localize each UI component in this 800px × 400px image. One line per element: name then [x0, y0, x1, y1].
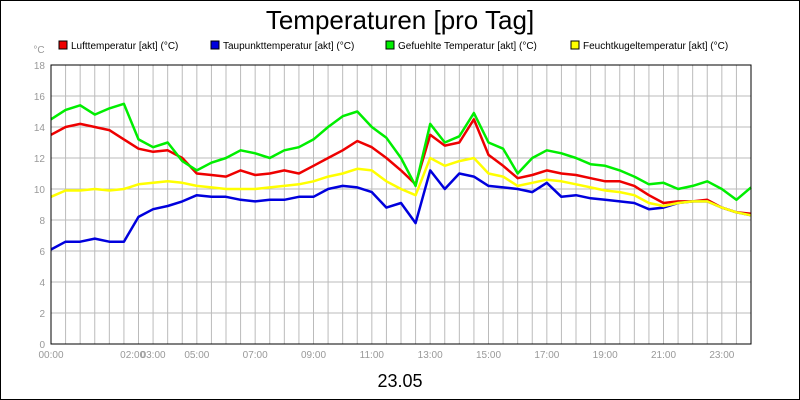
series-line-3 [50, 156, 752, 217]
x-tick-label: 00:00 [38, 350, 63, 361]
y-tick-label: 18 [34, 61, 46, 72]
x-tick-label: 05:00 [184, 350, 209, 361]
x-axis-label: 23.05 [377, 371, 422, 391]
legend-swatch [58, 40, 68, 50]
x-tick-label: 23:00 [709, 350, 734, 361]
x-tick-label: 11:00 [360, 350, 385, 361]
legend-swatch [385, 40, 395, 50]
legend-label: Lufttemperatur [akt] (°C) [71, 41, 178, 52]
chart-title: Temperaturen [pro Tag] [266, 5, 534, 35]
x-tick-label: 07:00 [243, 350, 268, 361]
legend-swatch [210, 40, 220, 50]
x-tick-label: 03:00 [141, 350, 166, 361]
legend-label: Gefuehlte Temperatur [akt] (°C) [398, 41, 537, 52]
y-tick-label: 14 [34, 123, 46, 134]
y-tick-label: 6 [39, 247, 45, 258]
legend-label: Taupunkttemperatur [akt] (°C) [223, 41, 354, 52]
series-line-1 [50, 169, 752, 251]
x-tick-label: 09:00 [301, 350, 326, 361]
x-tick-label: 02:00 [120, 350, 145, 361]
legend-label: Feuchtkugeltemperatur [akt] (°C) [583, 41, 728, 52]
x-tick-label: 13:00 [418, 350, 443, 361]
plot-border [50, 64, 752, 345]
y-tick-label: 0 [39, 340, 45, 351]
grid-lines [51, 64, 751, 345]
y-tick-label: 16 [34, 92, 46, 103]
series-lines [50, 102, 752, 251]
y-tick-label: 8 [39, 216, 45, 227]
y-tick-label: 4 [39, 278, 45, 289]
y-axis: 0 2 4 6 8 10 12 14 16 18 [34, 61, 46, 351]
y-tick-label: 10 [34, 185, 46, 196]
series-line-2 [50, 102, 752, 202]
series-line-0 [50, 118, 752, 216]
x-tick-label: 21:00 [651, 350, 676, 361]
x-tick-label: 15:00 [476, 350, 501, 361]
x-tick-label: 17:00 [534, 350, 559, 361]
y-tick-label: 12 [34, 154, 46, 165]
y-axis-unit: °C [33, 45, 44, 56]
x-tick-label: 19:00 [593, 350, 618, 361]
y-tick-label: 2 [39, 309, 45, 320]
legend-swatch [570, 40, 580, 50]
legend: Lufttemperatur [akt] (°C) Taupunkttempera… [58, 40, 728, 52]
